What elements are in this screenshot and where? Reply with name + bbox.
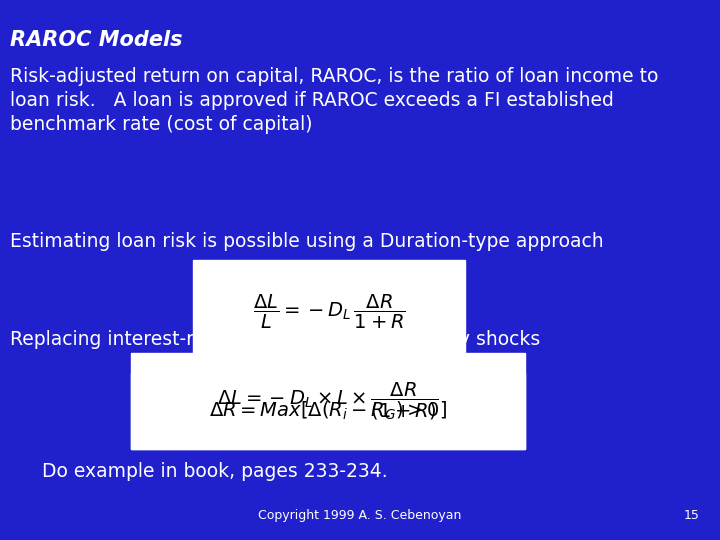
FancyBboxPatch shape: [131, 353, 525, 449]
FancyBboxPatch shape: [131, 373, 525, 449]
Text: Risk-adjusted return on capital, RAROC, is the ratio of loan income to
loan risk: Risk-adjusted return on capital, RAROC, …: [10, 67, 658, 134]
Text: RAROC Models: RAROC Models: [10, 30, 182, 50]
FancyBboxPatch shape: [193, 260, 465, 364]
Text: Estimating loan risk is possible using a Duration-type approach: Estimating loan risk is possible using a…: [10, 232, 603, 251]
Text: Copyright 1999 A. S. Cebenoyan: Copyright 1999 A. S. Cebenoyan: [258, 509, 462, 522]
Text: $\dfrac{\Delta L}{L} = -D_L\,\dfrac{\Delta R}{1+R}$: $\dfrac{\Delta L}{L} = -D_L\,\dfrac{\Del…: [253, 293, 405, 331]
Text: Do example in book, pages 233-234.: Do example in book, pages 233-234.: [30, 462, 387, 481]
Text: $\Delta L = -D_L \times L \times \dfrac{\Delta R}{(1+R)}$: $\Delta L = -D_L \times L \times \dfrac{…: [217, 381, 438, 422]
Text: Replacing interest-rate shocks with credit quality shocks: Replacing interest-rate shocks with cred…: [10, 330, 540, 349]
Text: 15: 15: [684, 509, 700, 522]
Text: $\Delta R = Max[\Delta(R_i - R_G) > 0]$: $\Delta R = Max[\Delta(R_i - R_G) > 0]$: [209, 400, 447, 422]
